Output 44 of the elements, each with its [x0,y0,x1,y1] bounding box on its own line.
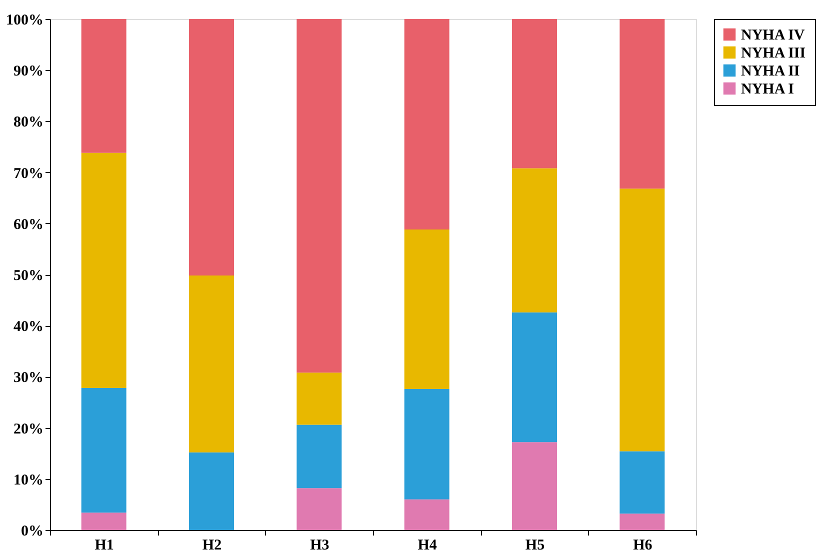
x-tick-label: H5 [525,538,545,554]
bar [189,452,234,530]
y-tick-label: 50% [14,268,44,284]
bar [404,230,450,389]
legend-label: NYHA I [741,82,794,98]
x-tick-label: H2 [202,538,222,554]
x-tick-label: H1 [94,538,114,554]
y-tick-label: 80% [14,114,44,131]
bar [81,388,126,513]
y-tick-label: 40% [14,319,44,336]
y-tick-label: 30% [14,370,44,386]
bar [404,388,450,500]
y-tick-label: 0% [21,524,44,540]
y-tick-label: 100% [6,12,44,28]
y-tick-label: 10% [14,472,44,488]
bar [620,188,665,452]
bar [81,512,126,530]
bar [404,499,450,530]
bar [296,372,342,425]
bar [81,152,126,388]
bar [620,514,665,530]
y-tick-label: 70% [14,166,44,182]
bar [296,488,342,530]
x-tick-label: H4 [418,538,438,554]
bar [512,312,557,442]
bar [296,19,342,373]
bar [620,19,665,189]
x-tick-label: H3 [310,538,330,554]
bar [620,451,665,514]
y-tick-label: 20% [14,421,44,438]
bar [512,19,557,168]
legend-label: NYHA II [741,64,800,80]
bar [296,424,342,488]
bar [512,168,557,312]
bar [189,19,234,276]
bar [189,276,234,452]
x-tick-label: H6 [633,538,653,554]
bar [512,442,557,530]
legend-label: NYHA IV [741,28,805,44]
legend-label: NYHA III [741,46,806,62]
bar [81,19,126,153]
y-tick-label: 90% [14,64,44,80]
y-tick-label: 60% [14,216,44,233]
bar [404,19,450,230]
